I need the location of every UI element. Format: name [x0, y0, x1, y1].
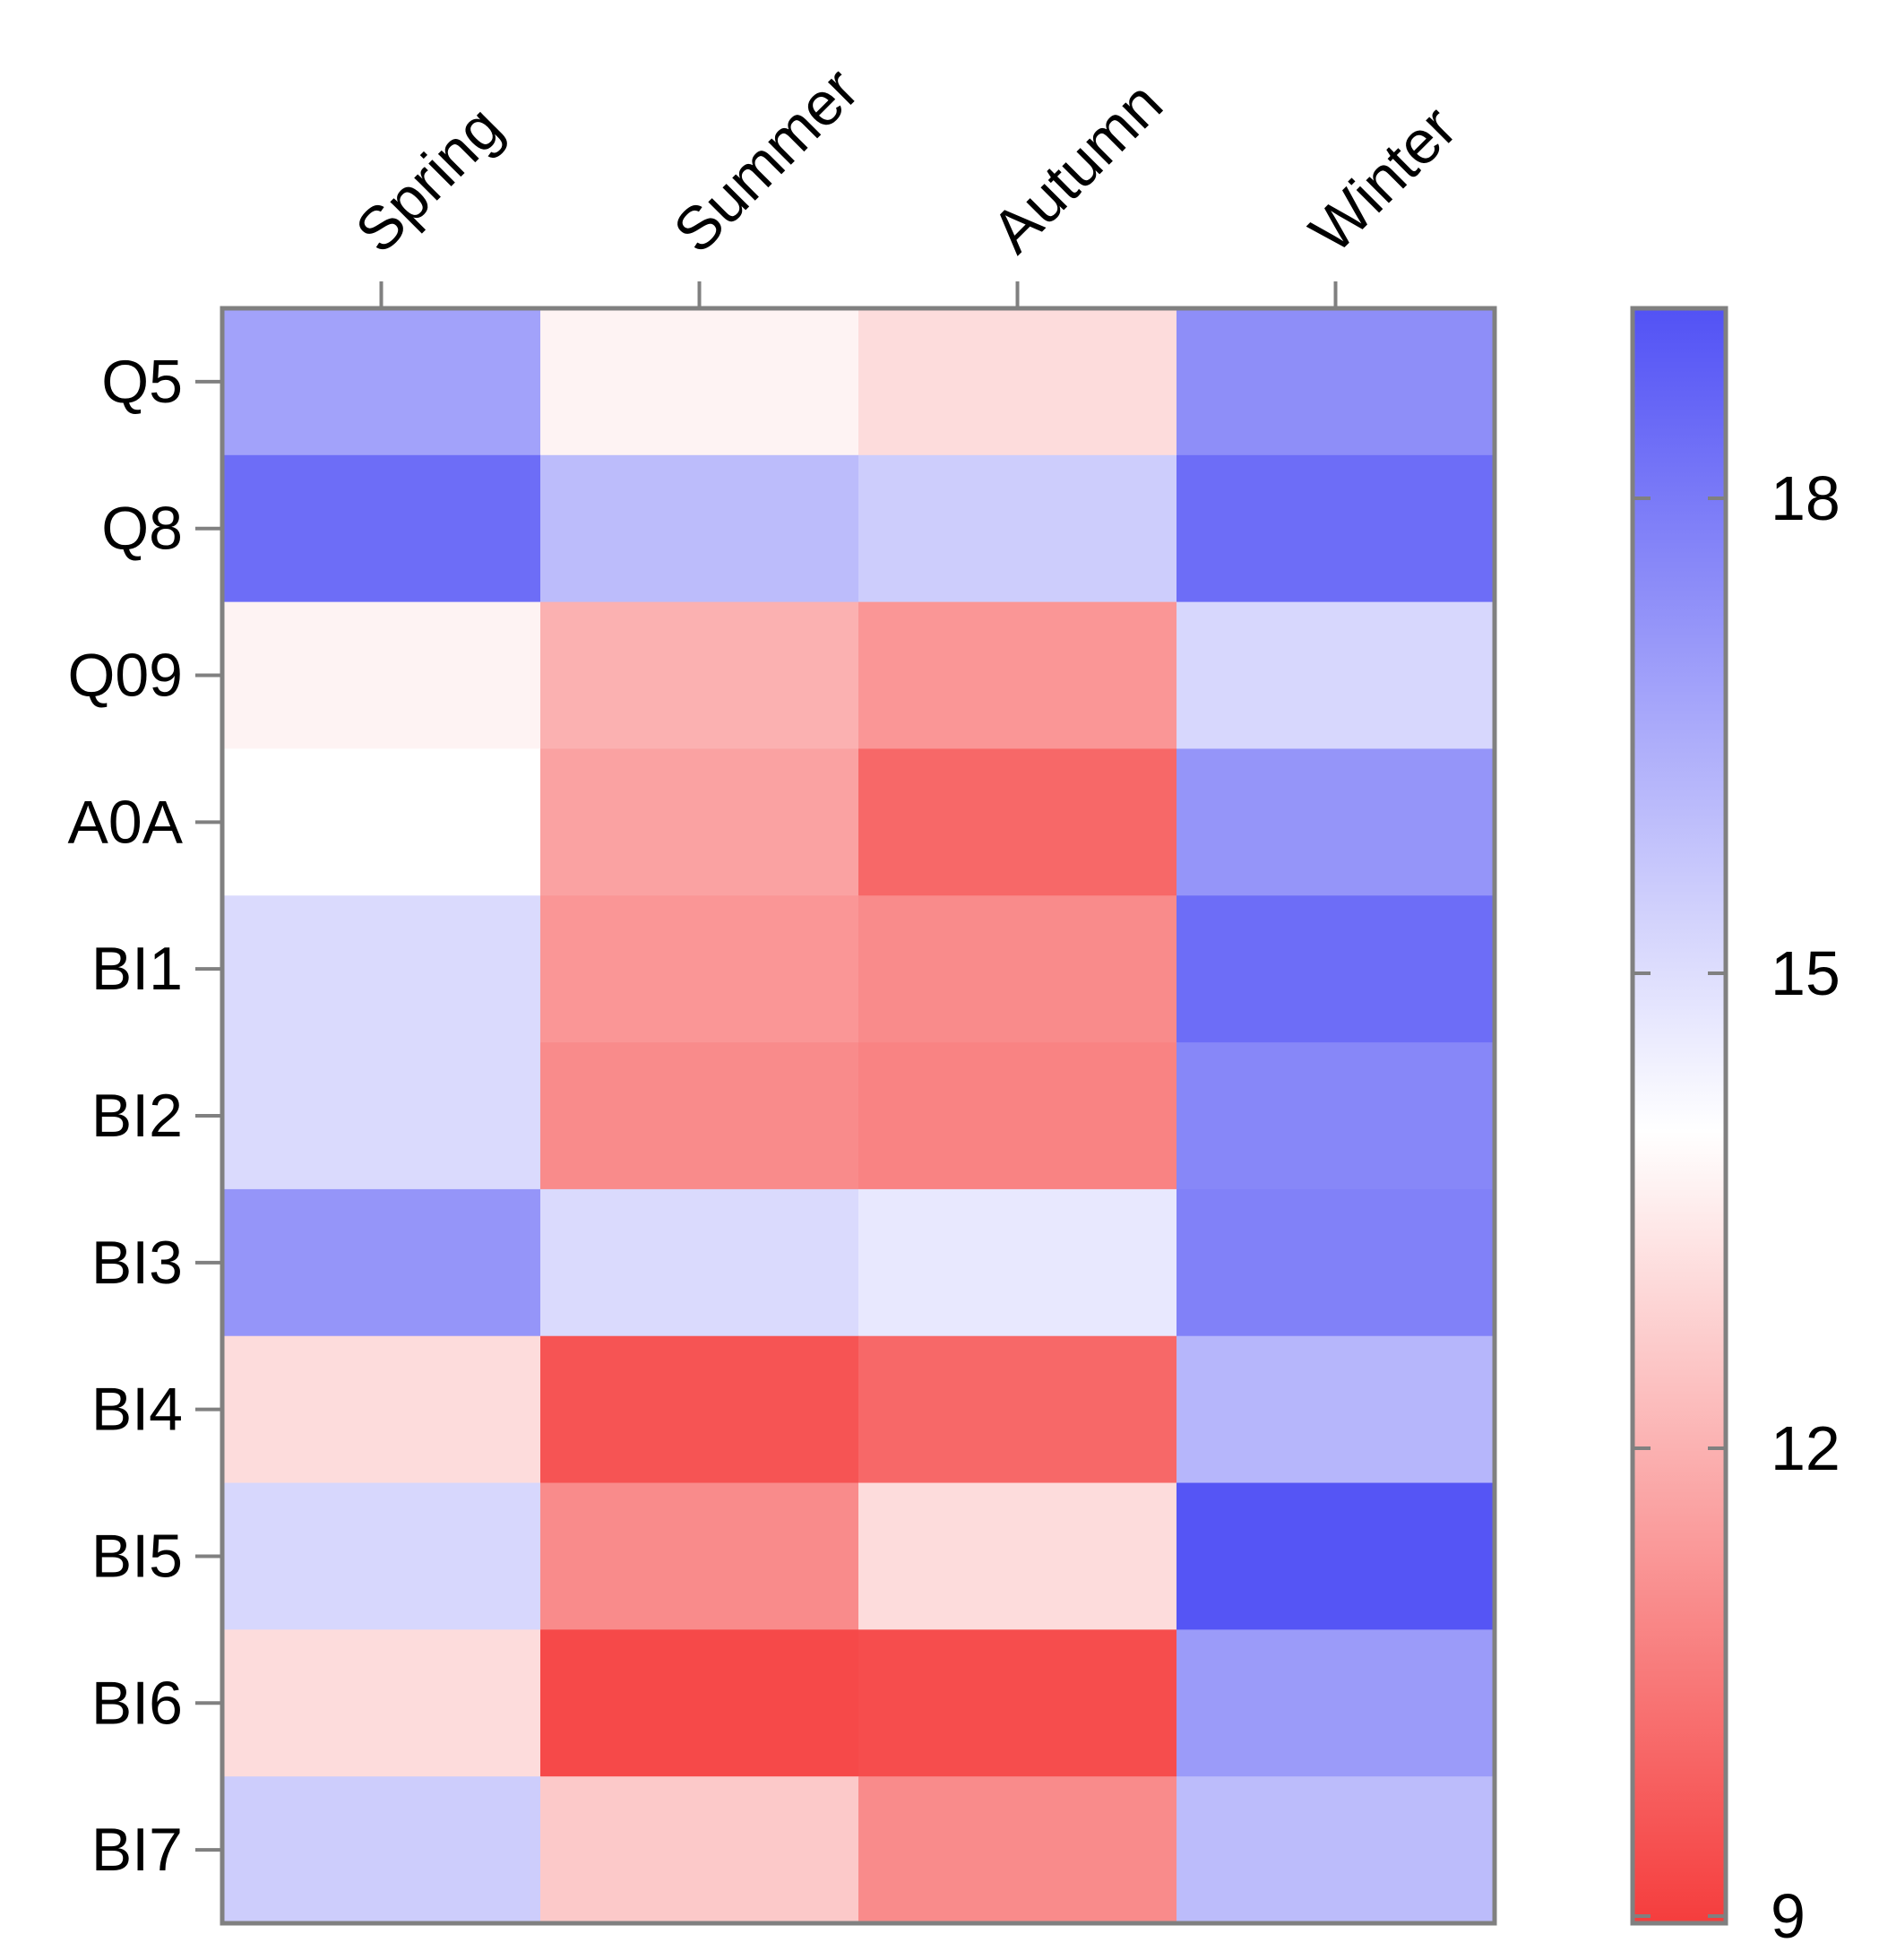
heatmap-cell-bi5-autumn [858, 1482, 1177, 1630]
heatmap-cell-bi3-winter [1177, 1188, 1495, 1337]
heatmap-cell-q8-spring [222, 454, 541, 603]
heatmap-cell-q09-autumn [858, 601, 1177, 749]
heatmap-cell-bi7-summer [540, 1776, 859, 1924]
heatmap-cell-bi3-spring [222, 1188, 541, 1337]
heatmap-cell-bi6-summer [540, 1629, 859, 1777]
heatmap-cell-bi7-spring [222, 1776, 541, 1924]
row-label-a0a: A0A [67, 788, 183, 856]
row-axis: Q5 Q8 Q09 A0A BI1 BI2 BI3 BI4 BI5 BI6 BI7 [67, 348, 222, 1884]
heatmap-cell-bi1-autumn [858, 895, 1177, 1043]
colorbar-label: 18 [1771, 463, 1840, 533]
heatmap-cell-bi1-summer [540, 895, 859, 1043]
heatmap-cell-a0a-summer [540, 748, 859, 896]
heatmap-cell-q8-autumn [858, 454, 1177, 603]
heatmap-cell-bi6-winter [1177, 1629, 1495, 1777]
heatmap-cell-q5-spring [222, 308, 541, 456]
heatmap-cell-bi5-summer [540, 1482, 859, 1630]
colorbar-gradient [1630, 306, 1728, 1926]
row-label-q09: Q09 [67, 642, 183, 710]
heatmap-cell-q09-summer [540, 601, 859, 749]
heatmap-cell-bi2-autumn [858, 1042, 1177, 1190]
heatmap-cell-bi2-spring [222, 1042, 541, 1190]
row-label-bi4: BI4 [91, 1376, 183, 1444]
heatmap-cell-q5-winter [1177, 308, 1495, 456]
column-label-autumn: Autumn [978, 69, 1175, 265]
colorbar-label: 9 [1771, 1881, 1806, 1951]
colorbar-axis: 9 12 15 18 [1633, 463, 1840, 1951]
heatmap-cell-q8-winter [1177, 454, 1495, 603]
row-label-bi7: BI7 [91, 1816, 183, 1884]
heatmap-cell-q09-winter [1177, 601, 1495, 749]
heatmap-cell-bi5-winter [1177, 1482, 1495, 1630]
heatmap-cell-a0a-winter [1177, 748, 1495, 896]
heatmap-cell-bi5-spring [222, 1482, 541, 1630]
heatmap-cell-a0a-autumn [858, 748, 1177, 896]
heatmap-cell-bi4-summer [540, 1335, 859, 1484]
heatmap-cell-q5-autumn [858, 308, 1177, 456]
row-label-bi6: BI6 [91, 1669, 183, 1737]
row-label-bi2: BI2 [91, 1082, 183, 1150]
heatmap-cell-bi7-autumn [858, 1776, 1177, 1924]
heatmap-cell-bi3-autumn [858, 1188, 1177, 1337]
heatmap-cell-q09-spring [222, 601, 541, 749]
row-label-q8: Q8 [101, 495, 183, 563]
column-label-spring: Spring [342, 93, 515, 266]
heatmap-cell-bi2-summer [540, 1042, 859, 1190]
heatmap-cell-bi6-autumn [858, 1629, 1177, 1777]
colorbar: 9 12 15 18 [1630, 306, 1840, 1951]
column-label-summer: Summer [660, 55, 871, 265]
heatmap-cell-q8-summer [540, 454, 859, 603]
column-axis: Spring Summer Autumn Winter [342, 55, 1470, 308]
row-label-q5: Q5 [101, 348, 183, 416]
colorbar-label: 15 [1771, 938, 1840, 1008]
row-label-bi1: BI1 [91, 935, 183, 1003]
heatmap-cell-q5-summer [540, 308, 859, 456]
heatmap-cells [222, 308, 1495, 1924]
column-label-winter: Winter [1297, 93, 1470, 266]
heatmap-cell-bi4-spring [222, 1335, 541, 1484]
colorbar-label: 12 [1771, 1413, 1840, 1483]
heatmap-cell-bi7-winter [1177, 1776, 1495, 1924]
heatmap-cell-bi4-autumn [858, 1335, 1177, 1484]
heatmap-cell-a0a-spring [222, 748, 541, 896]
heatmap-cell-bi6-spring [222, 1629, 541, 1777]
heatmap-cell-bi1-spring [222, 895, 541, 1043]
row-label-bi3: BI3 [91, 1229, 183, 1297]
heatmap-cell-bi4-winter [1177, 1335, 1495, 1484]
row-label-bi5: BI5 [91, 1522, 183, 1590]
heatmap-cell-bi2-winter [1177, 1042, 1495, 1190]
heatmap-cell-bi3-summer [540, 1188, 859, 1337]
heatmap-cell-bi1-winter [1177, 895, 1495, 1043]
